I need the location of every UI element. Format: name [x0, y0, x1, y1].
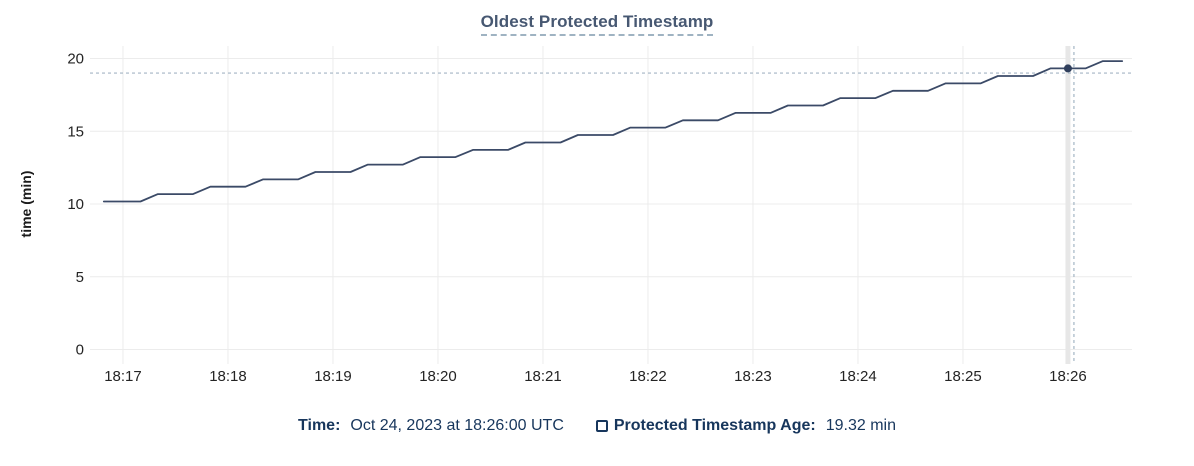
- series-name-label: Protected Timestamp Age:: [613, 417, 816, 434]
- tooltip-time-group: Time: Oct 24, 2023 at 18:26:00 UTC: [298, 417, 564, 435]
- tooltip-time-value: Oct 24, 2023 at 18:26:00 UTC: [350, 417, 564, 434]
- y-tick-label: 20: [67, 51, 84, 68]
- series-value: 19.32 min: [825, 417, 896, 434]
- y-axis-title: time (min): [18, 171, 34, 238]
- x-tick-label: 18:17: [104, 368, 142, 385]
- chart-svg[interactable]: 0 5 10 15 20 18:17 18:18 18:19 18:20 18:21 18:22 18…: [0, 0, 1194, 410]
- chart-title-row: Oldest Protected Timestamp: [0, 12, 1194, 36]
- hover-band: [1065, 46, 1071, 364]
- y-tick-label: 5: [76, 269, 84, 286]
- y-tick-label: 0: [76, 342, 84, 359]
- vgrid-group: [122, 46, 1069, 364]
- chart-tooltip-legend: Time: Oct 24, 2023 at 18:26:00 UTC Prote…: [0, 417, 1194, 435]
- series-checkbox-icon[interactable]: [595, 420, 608, 432]
- x-tick-label: 18:22: [629, 368, 667, 385]
- x-tick-label: 18:24: [839, 368, 877, 385]
- crosshair-group: [90, 46, 1132, 364]
- x-tick-label: 18:23: [734, 368, 772, 385]
- tooltip-time-label: Time:: [298, 417, 341, 434]
- x-tick-label: 18:26: [1049, 368, 1087, 385]
- x-tick-label: 18:21: [524, 368, 562, 385]
- chart-title[interactable]: Oldest Protected Timestamp: [480, 12, 714, 36]
- x-tick-label: 18:19: [314, 368, 352, 385]
- x-tick-label: 18:20: [419, 368, 457, 385]
- tick-label-group: 0 5 10 15 20 18:17 18:18 18:19 18:20 18:21 18:22 18…: [67, 51, 1086, 386]
- y-tick-label: 15: [67, 123, 84, 140]
- hover-band-group: [1065, 46, 1071, 364]
- x-tick-label: 18:25: [944, 368, 982, 385]
- series-line: [102, 60, 1124, 203]
- highlighted-point-marker: [1063, 64, 1072, 73]
- x-tick-label: 18:18: [209, 368, 247, 385]
- series-group: [102, 60, 1124, 203]
- series-legend-group: Protected Timestamp Age: 19.32 min: [595, 417, 896, 435]
- y-tick-label: 10: [67, 196, 84, 213]
- hgrid-group: [90, 58, 1132, 350]
